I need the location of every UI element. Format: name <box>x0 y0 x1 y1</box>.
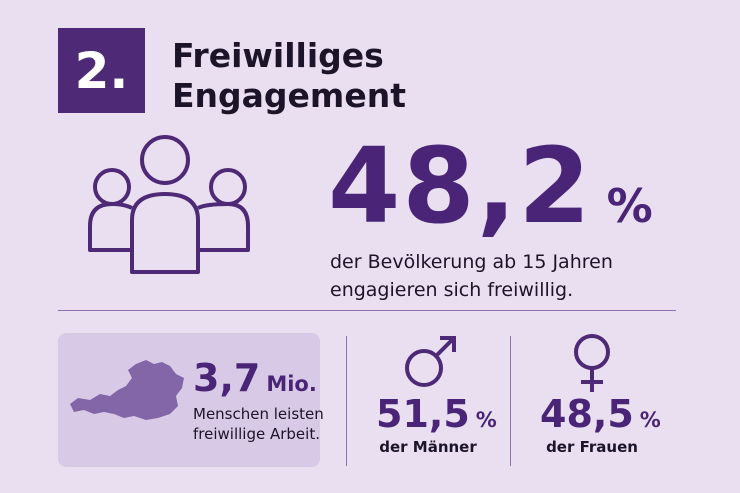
title-line: Freiwilliges <box>172 36 384 75</box>
card-value: 3,7 <box>193 356 261 400</box>
main-unit: % <box>606 179 653 233</box>
male-symbol <box>405 336 456 387</box>
card-unit: Mio. <box>266 372 317 396</box>
description-line: freiwillige Arbeit. <box>193 425 320 443</box>
card-unit: % <box>475 408 497 432</box>
card-unit: % <box>639 408 661 432</box>
main-description: der Bevölkerung ab 15 Jahren engagieren … <box>330 248 613 304</box>
description-line: Menschen leisten <box>193 405 324 423</box>
title: Freiwilliges Engagement <box>172 36 406 116</box>
card-value: 48,5 <box>540 392 634 436</box>
female-symbol <box>574 334 610 392</box>
separator <box>510 336 511 466</box>
card-description: Menschen leisten freiwillige Arbeit. <box>193 404 324 444</box>
card-value: 51,5 <box>376 392 470 436</box>
separator <box>346 336 347 466</box>
title-line: Engagement <box>172 76 406 115</box>
card-stat: 3,7 Mio. <box>193 356 317 400</box>
divider <box>58 310 676 311</box>
people-icon <box>88 135 250 274</box>
austria-map <box>70 360 184 420</box>
card-stat: 51,5% <box>376 392 497 436</box>
card-description: der Männer <box>379 438 477 456</box>
description-line: engagieren sich freiwillig. <box>330 279 574 301</box>
card-stat: 48,5% <box>540 392 661 436</box>
main-value: 48,2 <box>328 125 593 247</box>
main-stat: 48,2% <box>328 125 653 247</box>
badge: 2. <box>58 28 145 113</box>
description-line: der Bevölkerung ab 15 Jahren <box>330 251 613 273</box>
card-description: der Frauen <box>546 438 638 456</box>
